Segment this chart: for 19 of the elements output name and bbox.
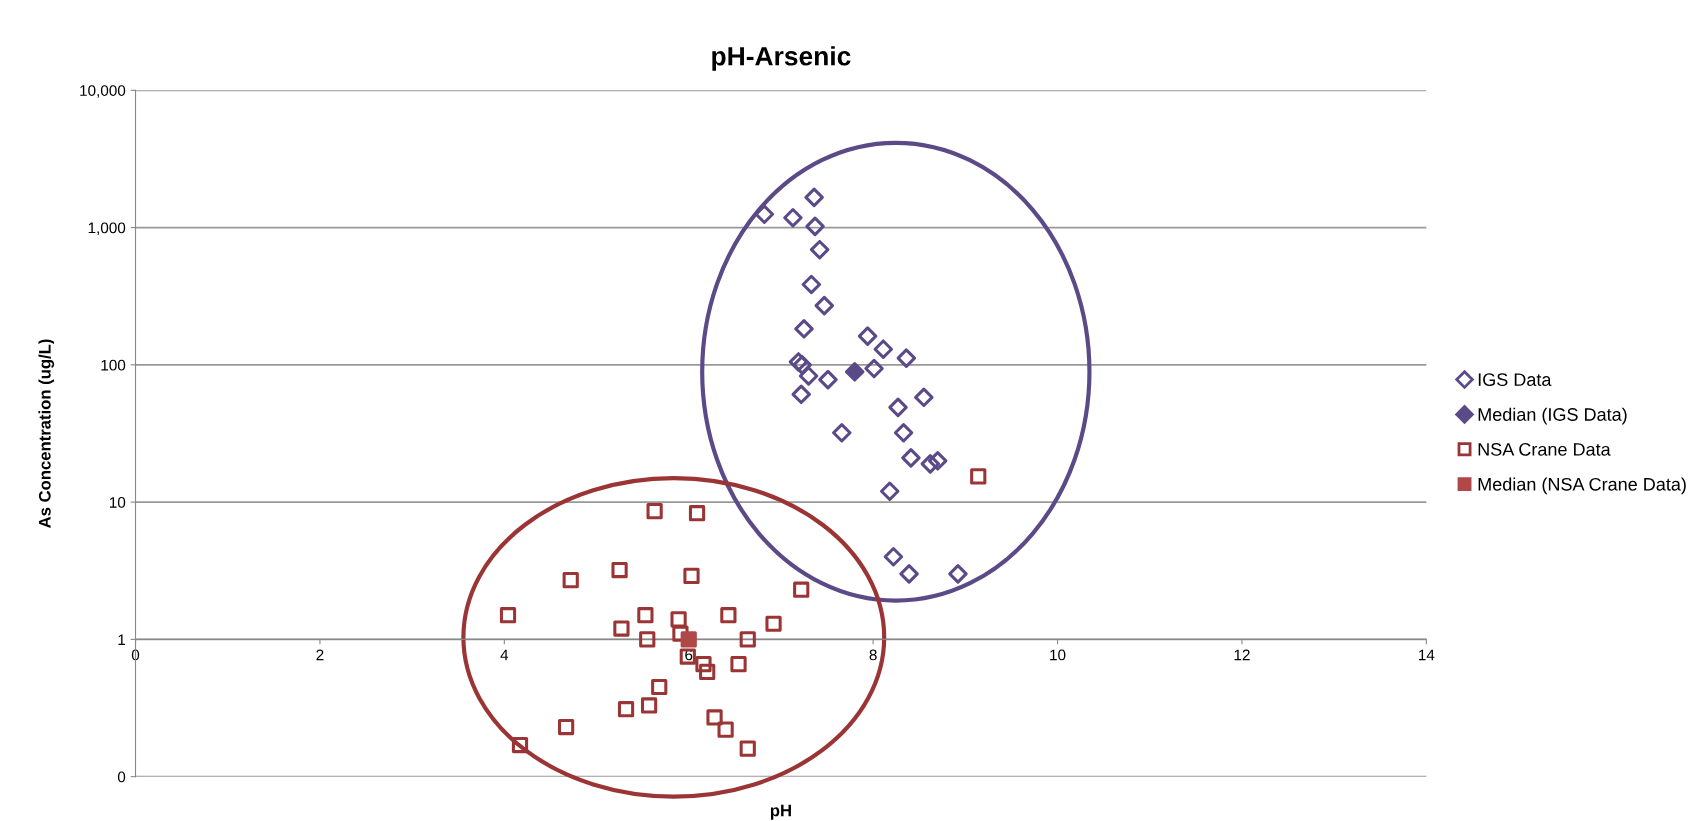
x-tick-label: 12 xyxy=(1234,649,1250,661)
y-tick-label: 100 xyxy=(101,359,126,371)
x-axis-title: pH xyxy=(770,804,791,820)
x-tick-label: 2 xyxy=(316,649,324,661)
legend-label: NSA Crane Data xyxy=(1478,442,1611,456)
y-tick-label: 0 xyxy=(117,771,126,783)
legend-label: Median (NSA Crane Data) xyxy=(1478,477,1686,495)
legend-label: Median (IGS Data) xyxy=(1478,407,1627,425)
x-tick-label: 4 xyxy=(500,649,509,661)
y-tick-label: 1 xyxy=(118,634,126,645)
legend-label: IGS Data xyxy=(1478,373,1552,386)
y-tick-label: 10,000 xyxy=(80,85,126,98)
x-tick-label: 8 xyxy=(869,649,877,661)
y-tick-label: 10 xyxy=(109,496,126,508)
chart-title: pH-Arsenic xyxy=(712,46,851,71)
y-tick-label: 1,000 xyxy=(88,222,126,236)
x-tick-label: 14 xyxy=(1419,649,1435,661)
x-tick-label: 10 xyxy=(1050,649,1066,661)
y-axis-title: As Concentration (ug/L) xyxy=(38,339,55,528)
